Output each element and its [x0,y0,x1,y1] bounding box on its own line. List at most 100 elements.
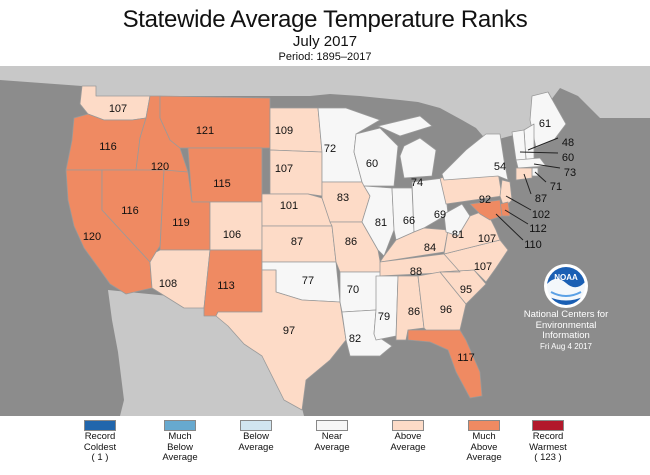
rank-label-nj: 102 [532,209,550,221]
legend-label-record-warmest: Record Warmest( 123 ) [508,431,588,464]
leader-line-ri [534,171,547,183]
rank-label-ok: 77 [302,275,314,287]
noaa-logo-icon: NOAA [544,264,588,308]
rank-label-ma: 73 [564,167,576,179]
state-in [391,187,415,241]
rank-label-ia: 83 [337,192,349,204]
rank-label-ks: 87 [291,236,303,248]
rank-label-mt: 121 [196,125,214,137]
rank-label-md: 110 [524,239,542,251]
noaa-logo-text: NOAA [554,273,578,282]
legend-text: Below [167,441,193,453]
rank-label-or: 116 [99,141,117,153]
legend-text: Average [314,441,350,453]
rank-label-ga: 96 [440,304,452,316]
state-ny [441,133,509,181]
credit-date: Fri Aug 4 2017 [539,341,593,351]
leader-line-vt [519,151,559,154]
legend-text: Much [472,431,496,442]
state-oh [411,177,449,233]
map-subtitle: July 2017 [292,33,358,50]
state-wi [353,127,399,187]
us-map: 107 116 120 120 116 121 115 119 108 106 113 109 107 1… [0,66,650,416]
legend: Record Coldest( 1 ) Much Below Average Below A… [0,420,650,475]
legend-text: Coldest [83,441,117,453]
rank-label-mo: 86 [345,236,357,248]
state-ms [373,275,399,341]
rank-label-sd: 107 [275,163,293,175]
legend-label-much-above: Much Above Average [444,431,524,464]
rank-label-ct: 87 [535,193,547,205]
rank-label-az: 108 [159,278,177,290]
leader-line-nj [505,195,532,211]
legend-swatch-above [392,420,424,431]
leader-line-md [495,213,524,241]
legend-text: ( 1 ) [91,452,109,463]
rank-label-wa: 107 [109,103,127,115]
rank-label-la: 82 [349,333,361,345]
state-mt [159,95,271,149]
rank-label-ny: 54 [494,161,506,173]
rank-label-de: 112 [529,223,547,235]
rank-label-nd: 109 [275,125,293,137]
rank-label-ut: 119 [172,217,190,229]
legend-label-below: Below Average [216,431,296,453]
legend-text: Record [84,431,116,442]
rank-label-co: 106 [223,229,241,241]
rank-label-al: 86 [408,306,420,318]
legend-swatch-below [240,420,272,431]
rank-label-oh: 69 [434,209,446,221]
credit-line-3: Information [542,330,590,341]
legend-text: Above [470,441,498,453]
rank-label-il: 81 [375,217,387,229]
rank-label-fl: 117 [457,352,475,364]
rank-label-in: 66 [403,215,415,227]
legend-text: Average [162,452,198,463]
rank-label-ne: 101 [280,200,298,212]
rank-label-tx: 97 [283,325,295,337]
legend-swatch-much-above [468,420,500,431]
legend-swatch-near [316,420,348,431]
state-nc [439,239,509,283]
legend-text: Near [321,431,343,442]
rank-label-wv: 81 [452,229,464,241]
rank-label-wy: 115 [213,178,231,190]
rank-label-nh: 48 [562,137,574,149]
rank-label-vt: 60 [562,152,574,164]
leader-line-ct [523,173,532,195]
rank-label-nv: 116 [121,205,139,217]
canada-land [0,66,650,142]
rank-label-ri: 71 [550,181,562,193]
legend-text: Record [532,431,564,442]
state-co [209,201,263,251]
state-tx [215,269,347,411]
leader-line-ma [533,163,561,169]
legend-text: Above [394,431,422,442]
legend-swatch-much-below [164,420,196,431]
rank-label-nc: 107 [474,261,492,273]
legend-text: Average [390,441,426,453]
state-wv [443,203,471,237]
rank-label-mi: 74 [411,177,423,189]
legend-swatch-record-coldest [84,420,116,431]
rank-label-va: 107 [478,233,496,245]
legend-label-above: Above Average [368,431,448,453]
rank-label-tn: 88 [410,266,422,278]
legend-label-record-coldest: Record Coldest( 1 ) [60,431,140,464]
rank-label-ms: 79 [378,311,390,323]
state-sd [269,149,323,197]
legend-text: ( 123 ) [534,452,562,463]
state-wy [187,147,263,203]
legend-text: Average [238,441,274,453]
state-mi [377,115,437,179]
state-fl [407,329,483,399]
rank-label-nm: 113 [217,280,235,292]
state-ma [515,157,547,169]
credit-line-1: National Centers for [523,309,609,320]
legend-label-much-below: Much Below Average [140,431,220,464]
leader-line-de [504,209,529,225]
map-title: Statewide Average Temperature Ranks [122,6,528,33]
rank-label-me: 61 [539,118,551,130]
credit-line-2: Environmental [535,319,597,331]
legend-text: Warmest [529,441,567,453]
